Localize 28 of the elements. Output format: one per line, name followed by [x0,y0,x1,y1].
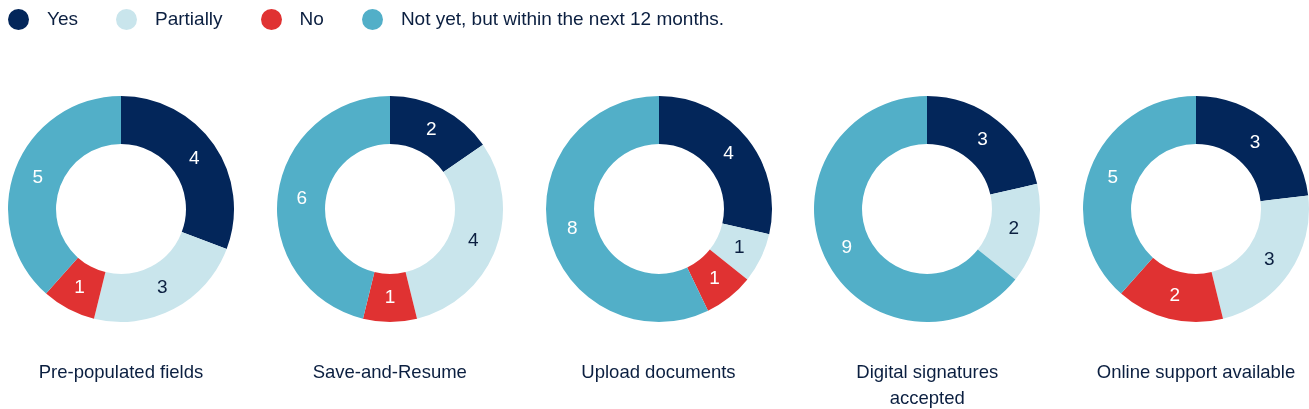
text: Upload documents [580,360,737,384]
text: Online support available [1095,360,1297,384]
data-label: 1 [384,286,396,308]
data-label: 6 [296,186,307,208]
data-label: 1 [708,266,720,288]
data-label: 9 [841,235,853,257]
data-label: 4 [467,228,479,250]
legend-label: Yes [47,8,78,30]
data-label: 2 [1008,217,1020,239]
data-label: 3 [1249,130,1261,152]
data-label: 2 [425,118,437,140]
text: Save-and-Resume [311,360,468,384]
data-label: 3 [1263,247,1275,269]
legend-label: Partially [155,8,223,30]
data-label: 2 [1169,283,1180,305]
data-label: 1 [74,276,85,298]
legend-label: Not yet, but within the next 12 months. [400,8,725,30]
data-label: 8 [566,217,578,239]
data-label: 3 [157,276,168,298]
data-label: 3 [977,127,989,149]
data-label: 4 [188,146,200,168]
text: Digital signatures accepted [855,360,1000,409]
data-label: 5 [32,165,44,187]
data-label: 1 [733,235,744,257]
data-label: 4 [722,141,734,163]
legend-label: No [299,8,324,30]
data-label: 5 [1107,165,1119,187]
text: Pre-populated fields [37,360,205,384]
